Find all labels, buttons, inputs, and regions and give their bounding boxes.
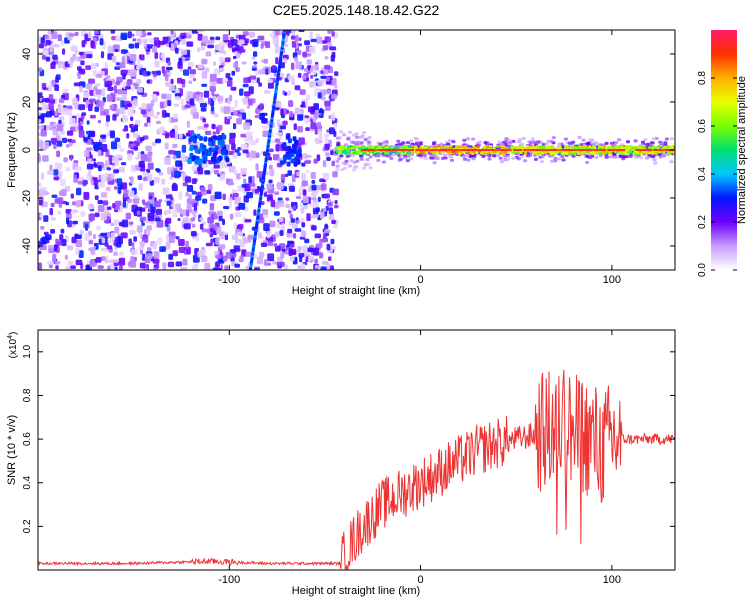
y-tick-label: 40	[21, 48, 33, 60]
x-tick-label: 100	[603, 574, 621, 586]
y-tick-label: 20	[21, 96, 33, 108]
colorbar-ticks: 0.0 0.2 0.4 0.6 0.8	[697, 71, 737, 277]
heatmap-x-label: Height of straight line (km)	[292, 285, 420, 297]
y-tick-label: -20	[21, 190, 33, 206]
colorbar-tick-label: 0.4	[697, 167, 708, 181]
snr-series-line	[38, 369, 675, 570]
colorbar-gradient	[711, 30, 737, 270]
x-tick-label: -100	[218, 574, 240, 586]
heatmap-cells	[38, 30, 675, 270]
y-tick-label: 1.0	[22, 344, 33, 358]
x-tick-label: 0	[418, 574, 424, 586]
x-tick-label: 100	[603, 274, 621, 286]
colorbar-tick-label: 0.0	[697, 263, 708, 277]
y-tick-label: 0	[21, 147, 33, 153]
figure-title: C2E5.2025.148.18.42.G22	[273, 2, 440, 18]
heatmap-y-label: Frequency (Hz)	[6, 112, 18, 188]
heatmap-x-ticks: -100 0 100	[218, 30, 621, 286]
y-tick-label: 0.6	[22, 432, 33, 446]
x-tick-label: 0	[418, 274, 424, 286]
x-tick-label: -100	[218, 274, 240, 286]
colorbar-tick-label: 0.8	[697, 71, 708, 85]
snr-x-ticks: -100 0 100	[218, 330, 621, 586]
snr-y-label: SNR (10 * v/v)	[6, 415, 18, 485]
snr-scale-note: (x104)	[7, 332, 19, 359]
y-tick-label: 0.2	[22, 519, 33, 533]
snr-x-label: Height of straight line (km)	[292, 585, 420, 597]
colorbar-tick-label: 0.2	[697, 215, 708, 229]
y-tick-label: 0.8	[22, 388, 33, 402]
y-tick-label: -40	[21, 238, 33, 254]
colorbar-tick-label: 0.6	[697, 119, 708, 133]
snr-frame	[37, 329, 676, 571]
heatmap-y-ticks: -40 -20 0 20 40	[21, 48, 675, 254]
colorbar-label: Normalized spectral amplitude	[736, 76, 748, 224]
snr-panel: -100 0 100 0.2 0.4 0.6 0.8 1.0 Height of strai…	[6, 329, 676, 597]
heatmap-panel: -100 0 100 -40 -20 0 20 40 Height of straight …	[6, 29, 676, 297]
colorbar: 0.0 0.2 0.4 0.6 0.8 Normalized spectral ampl…	[697, 30, 748, 277]
y-tick-label: 0.4	[22, 475, 33, 489]
snr-y-ticks: 0.2 0.4 0.6 0.8 1.0	[22, 344, 675, 533]
